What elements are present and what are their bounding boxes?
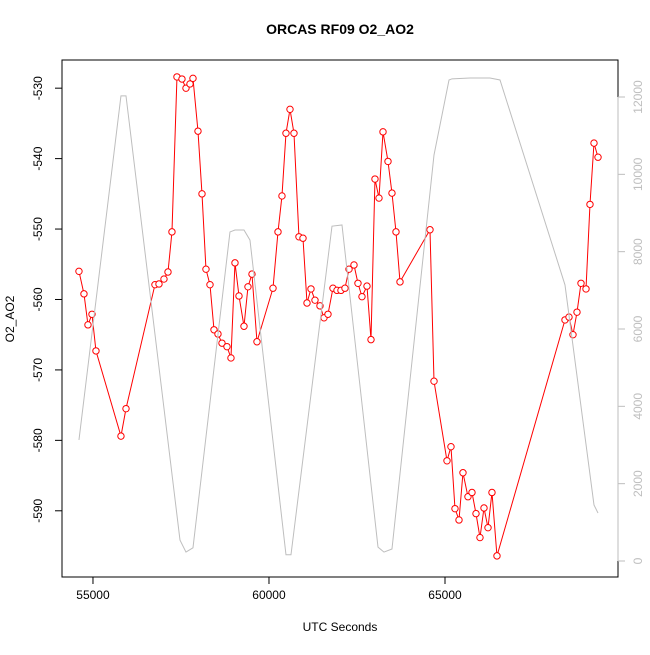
data-point — [388, 189, 396, 197]
data-point — [379, 128, 387, 136]
data-point — [92, 347, 100, 355]
data-point — [186, 80, 194, 88]
data-point — [160, 275, 168, 283]
data-point — [324, 310, 332, 318]
data-point — [443, 457, 451, 465]
data-point — [371, 175, 379, 183]
x-axis-label: UTC Seconds — [303, 620, 378, 634]
data-point — [586, 200, 594, 209]
data-point — [493, 552, 501, 560]
data-point — [194, 127, 202, 135]
data-point — [88, 310, 96, 318]
data-point — [189, 74, 197, 83]
data-point — [168, 228, 176, 236]
x-tick-label: 55000 — [76, 588, 110, 602]
data-point — [75, 267, 83, 276]
data-point — [341, 284, 349, 292]
data-point — [392, 228, 400, 236]
y-axis-label: O2_AO2 — [3, 295, 17, 342]
data-point — [594, 153, 602, 161]
x-tick-label: 65000 — [428, 588, 462, 602]
data-point — [350, 261, 358, 269]
x-tick-label: 60000 — [252, 588, 286, 602]
y2-tick-label: 12000 — [631, 80, 645, 114]
y2-tick-label: 10000 — [631, 157, 645, 191]
data-point — [488, 488, 496, 497]
data-point — [235, 292, 243, 300]
data-point — [122, 404, 130, 413]
data-point — [396, 278, 404, 286]
data-point — [206, 280, 214, 289]
data-point — [307, 285, 315, 293]
chart-title: ORCAS RF09 O2_AO2 — [266, 21, 414, 37]
data-point — [354, 279, 362, 287]
data-point — [290, 129, 298, 137]
data-point — [569, 331, 577, 339]
data-point — [218, 339, 226, 347]
data-point — [590, 139, 598, 147]
data-point — [582, 285, 590, 293]
data-point — [244, 283, 252, 291]
y-tick-label: -570 — [31, 358, 45, 382]
data-point — [367, 335, 375, 344]
data-point — [363, 282, 371, 290]
data-point — [286, 105, 294, 114]
data-point — [117, 432, 125, 440]
data-point — [480, 504, 488, 512]
y2-tick-label: 4000 — [631, 393, 645, 420]
y-tick-label: -550 — [31, 217, 45, 241]
data-point — [274, 228, 282, 236]
data-point — [227, 354, 235, 362]
data-point — [240, 322, 248, 330]
y-tick-label: -540 — [31, 146, 45, 170]
data-point — [155, 280, 163, 288]
y-tick-label: -530 — [31, 76, 45, 100]
data-point — [573, 308, 581, 316]
data-point — [84, 321, 92, 329]
data-point — [303, 299, 311, 307]
data-point — [278, 192, 286, 200]
series-line — [78, 77, 599, 556]
data-point — [484, 523, 492, 532]
data-point — [472, 509, 480, 518]
data-point — [164, 268, 172, 276]
y2-tick-label: 8000 — [631, 238, 645, 265]
y2-tick-label: 0 — [631, 557, 645, 564]
data-point — [223, 342, 231, 351]
data-point — [198, 190, 206, 198]
data-point — [426, 226, 434, 234]
data-point — [468, 488, 476, 497]
data-point — [311, 296, 319, 304]
data-point — [375, 194, 383, 202]
data-point — [253, 338, 261, 346]
y-tick-label: -590 — [31, 498, 45, 522]
data-point — [202, 265, 210, 273]
y-tick-label: -560 — [31, 287, 45, 311]
data-point — [299, 234, 307, 242]
data-point — [459, 469, 467, 477]
y2-tick-label: 2000 — [631, 470, 645, 497]
data-point — [231, 259, 239, 267]
data-point — [384, 157, 392, 166]
y2-tick-label: 6000 — [631, 315, 645, 342]
data-point — [455, 516, 463, 524]
data-point — [358, 292, 366, 301]
data-point — [178, 75, 186, 83]
data-point — [430, 377, 438, 385]
data-point — [476, 533, 484, 542]
data-point — [451, 504, 459, 513]
data-point — [80, 290, 88, 298]
y-tick-label: -580 — [31, 428, 45, 452]
data-point — [447, 442, 455, 451]
data-point — [282, 129, 290, 137]
data-point — [269, 284, 277, 292]
data-point — [577, 279, 585, 287]
